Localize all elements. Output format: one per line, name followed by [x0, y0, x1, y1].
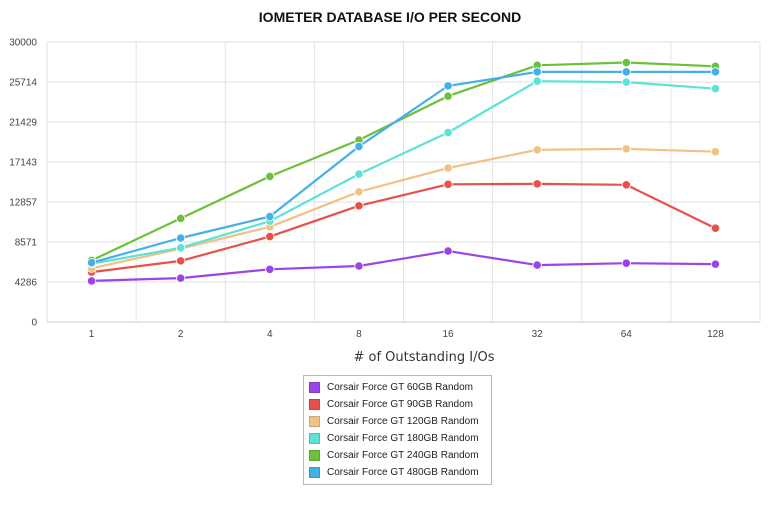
data-point — [621, 180, 631, 190]
data-point — [621, 77, 631, 87]
data-point — [710, 84, 721, 94]
x-tick-label: 32 — [532, 329, 544, 340]
data-point — [532, 179, 542, 189]
legend-swatch — [309, 433, 320, 444]
data-point — [443, 81, 453, 91]
y-tick-label: 17143 — [9, 158, 37, 169]
data-point — [176, 233, 186, 243]
data-point — [265, 264, 275, 274]
legend-label: Corsair Force GT 240GB Random — [327, 450, 479, 461]
x-tick-label: 4 — [267, 329, 273, 340]
series-1 — [86, 246, 721, 286]
y-tick-label: 8571 — [15, 238, 38, 249]
data-point — [621, 258, 631, 268]
legend-swatch — [309, 399, 320, 410]
data-point — [176, 213, 186, 223]
data-point — [443, 163, 453, 173]
series-line — [91, 250, 716, 282]
data-point — [354, 261, 364, 271]
data-point — [532, 145, 542, 155]
data-point — [354, 187, 364, 197]
series-2 — [86, 179, 721, 277]
data-point — [710, 147, 721, 157]
series-line — [91, 147, 716, 270]
legend-item: Corsair Force GT 180GB Random — [309, 430, 491, 447]
legend-swatch — [309, 467, 320, 478]
x-tick-label: 1 — [89, 329, 95, 340]
data-point — [176, 273, 186, 283]
series-line — [91, 182, 716, 274]
x-tick-label: 128 — [707, 329, 724, 340]
y-tick-label: 0 — [31, 318, 37, 329]
series-layer — [86, 57, 721, 286]
grid — [46, 41, 761, 323]
legend-item: Corsair Force GT 90GB Random — [309, 396, 491, 413]
legend-label: Corsair Force GT 90GB Random — [327, 399, 473, 410]
data-point — [354, 169, 364, 179]
y-tick-label: 21429 — [9, 118, 37, 129]
legend-label: Corsair Force GT 120GB Random — [327, 416, 479, 427]
legend-label: Corsair Force GT 60GB Random — [327, 382, 473, 393]
legend: Corsair Force GT 60GB Random Corsair Forc… — [303, 375, 492, 485]
x-tick-label: 64 — [621, 329, 633, 340]
series-line — [91, 80, 716, 265]
data-point — [621, 67, 631, 77]
y-tick-label: 12857 — [9, 198, 37, 209]
data-point — [265, 171, 275, 181]
x-tick-label: 2 — [178, 329, 184, 340]
axes: 0 4286 8571 12857 17143 21429 25714 30000 1 2 4 8 16… — [9, 38, 760, 340]
data-point — [532, 260, 542, 270]
series-line — [91, 70, 716, 264]
legend-swatch — [309, 416, 320, 427]
legend-label: Corsair Force GT 480GB Random — [327, 467, 479, 478]
y-tick-label: 4286 — [15, 278, 38, 289]
data-point — [532, 76, 542, 86]
data-point — [86, 258, 97, 268]
x-axis-label: # of Outstanding I/Os — [353, 350, 494, 365]
data-point — [621, 57, 631, 68]
data-point — [354, 201, 364, 211]
legend-item: Corsair Force GT 120GB Random — [309, 413, 491, 430]
data-point — [621, 144, 631, 154]
data-point — [443, 179, 453, 189]
data-point — [532, 67, 542, 77]
legend-item: Corsair Force GT 60GB Random — [309, 379, 491, 396]
data-point — [265, 211, 275, 222]
data-point — [176, 256, 186, 266]
data-point — [354, 141, 364, 152]
series-line — [91, 61, 716, 262]
data-point — [443, 91, 453, 101]
data-point — [710, 259, 721, 269]
data-point — [86, 276, 97, 286]
chart-title: IOMETER DATABASE I/O PER SECOND — [259, 9, 521, 25]
data-point — [710, 67, 721, 77]
data-point — [176, 243, 186, 253]
data-point — [265, 232, 275, 242]
y-tick-label: 30000 — [9, 38, 37, 49]
x-tick-label: 16 — [443, 329, 455, 340]
legend-label: Corsair Force GT 180GB Random — [327, 433, 479, 444]
series-6 — [86, 67, 721, 268]
legend-swatch — [309, 382, 320, 393]
data-point — [443, 246, 453, 256]
legend-item: Corsair Force GT 480GB Random — [309, 464, 491, 481]
legend-swatch — [309, 450, 320, 461]
legend-item: Corsair Force GT 240GB Random — [309, 447, 491, 464]
data-point — [710, 223, 721, 233]
x-tick-label: 8 — [356, 329, 362, 340]
data-point — [443, 127, 453, 138]
y-tick-label: 25714 — [9, 78, 37, 89]
